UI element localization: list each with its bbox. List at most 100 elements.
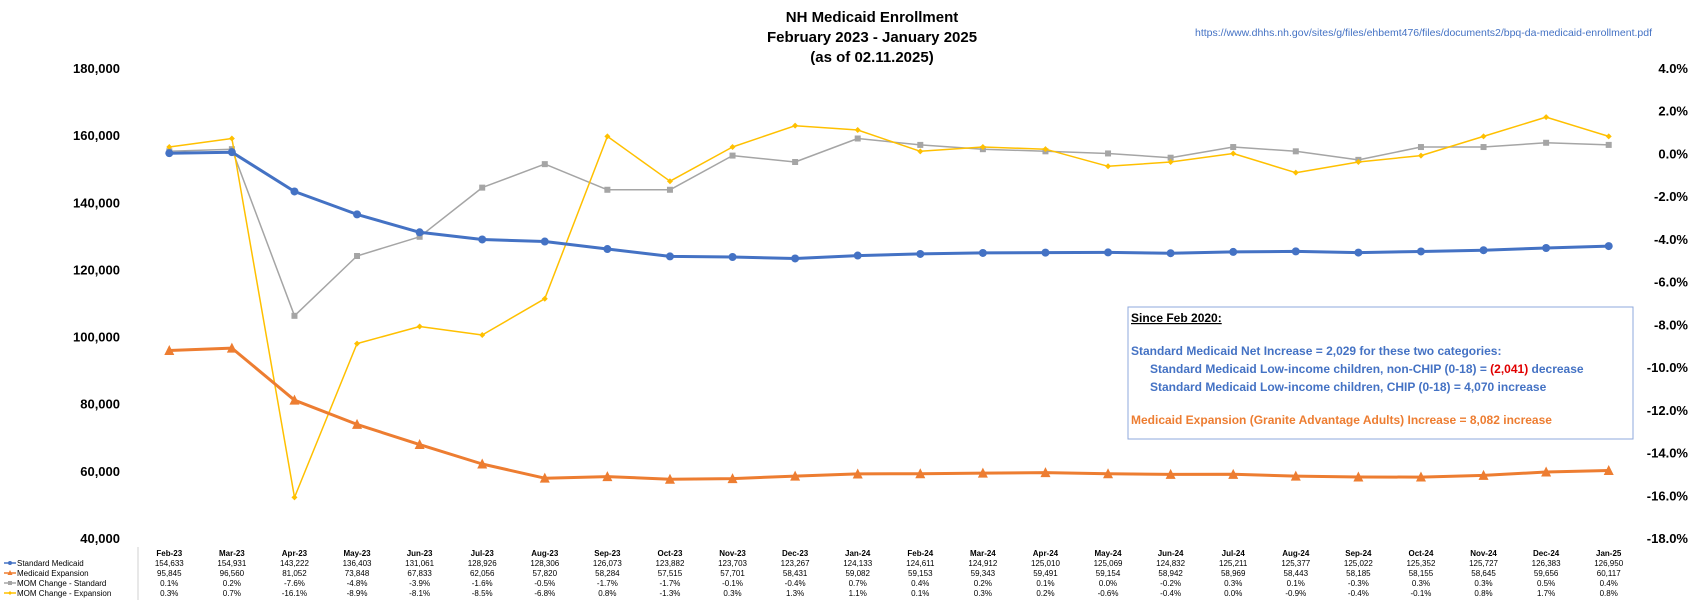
data-point xyxy=(1354,248,1363,257)
table-cell: 0.5% xyxy=(1537,579,1555,588)
left-tick-label: 140,000 xyxy=(73,195,120,210)
table-cell: -0.2% xyxy=(1160,579,1181,588)
data-point xyxy=(1291,247,1300,256)
table-cell: 0.8% xyxy=(1600,589,1618,598)
data-point xyxy=(166,144,173,151)
table-cell: 124,912 xyxy=(968,559,997,568)
data-point xyxy=(1480,133,1487,140)
table-cell: 59,154 xyxy=(1096,569,1121,578)
data-point xyxy=(354,340,361,347)
table-category-label: Feb-23 xyxy=(156,549,182,558)
table-cell: -8.5% xyxy=(472,589,493,598)
table-cell: 143,222 xyxy=(280,559,309,568)
data-point xyxy=(1541,466,1552,477)
data-point xyxy=(1103,468,1114,479)
table-cell: 81,052 xyxy=(282,569,307,578)
data-point xyxy=(915,468,926,479)
table-cell: 125,352 xyxy=(1406,559,1435,568)
left-tick-label: 60,000 xyxy=(80,464,120,479)
table-cell: -0.3% xyxy=(1348,579,1369,588)
table-cell: 0.1% xyxy=(1287,579,1305,588)
data-point xyxy=(1042,146,1049,153)
data-point xyxy=(1041,248,1050,257)
table-category-label: Jun-24 xyxy=(1158,549,1184,558)
table-cell: 59,343 xyxy=(971,569,996,578)
data-point xyxy=(414,439,425,450)
data-point xyxy=(604,186,611,193)
legend-key-marker xyxy=(8,591,12,595)
note-line2-pre: Standard Medicaid Low-income children, n… xyxy=(1150,362,1490,376)
table-cell: 58,185 xyxy=(1346,569,1371,578)
data-point xyxy=(291,494,298,501)
data-point xyxy=(479,184,486,191)
table-cell: 154,633 xyxy=(155,559,184,568)
right-tick-label: -2.0% xyxy=(1654,189,1688,204)
data-point xyxy=(1165,468,1176,479)
right-tick-label: -14.0% xyxy=(1647,446,1689,461)
data-point xyxy=(1605,141,1612,148)
note-box: Since Feb 2020: Standard Medicaid Net In… xyxy=(1127,306,1634,440)
table-cell: -0.9% xyxy=(1285,589,1306,598)
table-cell: 0.2% xyxy=(223,579,241,588)
data-point xyxy=(352,418,363,429)
data-point xyxy=(1353,471,1364,482)
data-point xyxy=(354,253,361,259)
left-tick-label: 180,000 xyxy=(73,61,120,76)
data-point xyxy=(1166,249,1175,258)
data-point xyxy=(541,295,548,302)
table-category-label: Jul-24 xyxy=(1222,549,1246,558)
right-tick-label: -8.0% xyxy=(1654,317,1688,332)
table-cell: 59,491 xyxy=(1033,569,1058,578)
data-point xyxy=(1355,159,1362,165)
data-point xyxy=(791,254,800,263)
table-cell: 0.1% xyxy=(911,589,929,598)
table-cell: -1.6% xyxy=(472,579,493,588)
table-cell: -1.3% xyxy=(660,589,681,598)
data-point xyxy=(979,144,986,151)
data-point xyxy=(854,126,861,133)
data-point xyxy=(415,228,424,237)
table-cell: -3.9% xyxy=(409,579,430,588)
table-cell: 58,284 xyxy=(595,569,620,578)
table-category-label: Mar-24 xyxy=(970,549,996,558)
table-cell: 1.7% xyxy=(1537,589,1555,598)
data-point xyxy=(228,135,235,142)
table-category-label: Sep-24 xyxy=(1345,549,1372,558)
data-point xyxy=(602,471,613,482)
table-cell: -1.7% xyxy=(597,579,618,588)
data-point xyxy=(852,468,863,479)
note-box-border xyxy=(1127,306,1634,440)
left-tick-label: 160,000 xyxy=(73,128,120,143)
data-point xyxy=(1479,246,1488,255)
table-cell: 0.3% xyxy=(974,589,992,598)
table-cell: 95,845 xyxy=(157,569,182,578)
table-cell: -1.7% xyxy=(660,579,681,588)
table-cell: 0.3% xyxy=(1412,579,1430,588)
table-cell: 0.0% xyxy=(1224,589,1242,598)
table-cell: -0.1% xyxy=(722,579,743,588)
data-point xyxy=(290,187,299,196)
data-point xyxy=(916,249,925,258)
right-tick-label: -4.0% xyxy=(1654,232,1688,247)
data-point xyxy=(603,245,612,254)
data-point xyxy=(1603,464,1614,475)
table-cell: 67,833 xyxy=(407,569,432,578)
data-point xyxy=(540,237,549,246)
table-cell: 125,377 xyxy=(1281,559,1310,568)
chart-title-line2: February 2023 - January 2025 xyxy=(767,29,977,46)
source-url-link[interactable]: https://www.dhhs.nh.gov/sites/g/files/eh… xyxy=(1195,27,1652,39)
table-cell: 57,515 xyxy=(658,569,683,578)
legend-series-name: Standard Medicaid xyxy=(17,559,84,568)
table-cell: 126,073 xyxy=(593,559,622,568)
right-axis: 4.0% 2.0% 0.0% -2.0% -4.0% -6.0% -8.0% -10.0% -1… xyxy=(1647,61,1689,546)
series-layer xyxy=(164,114,1614,501)
table-category-label: May-23 xyxy=(343,549,371,558)
table-cell: 57,820 xyxy=(533,569,558,578)
table-cell: 131,061 xyxy=(405,559,434,568)
table-cell: 125,069 xyxy=(1094,559,1123,568)
note-line3: Standard Medicaid Low-income children, C… xyxy=(1150,380,1547,394)
table-category-label: Jan-24 xyxy=(845,549,871,558)
chart-title-line1: NH Medicaid Enrollment xyxy=(786,9,959,26)
table-category-label: Apr-23 xyxy=(282,549,308,558)
data-point xyxy=(977,467,988,478)
